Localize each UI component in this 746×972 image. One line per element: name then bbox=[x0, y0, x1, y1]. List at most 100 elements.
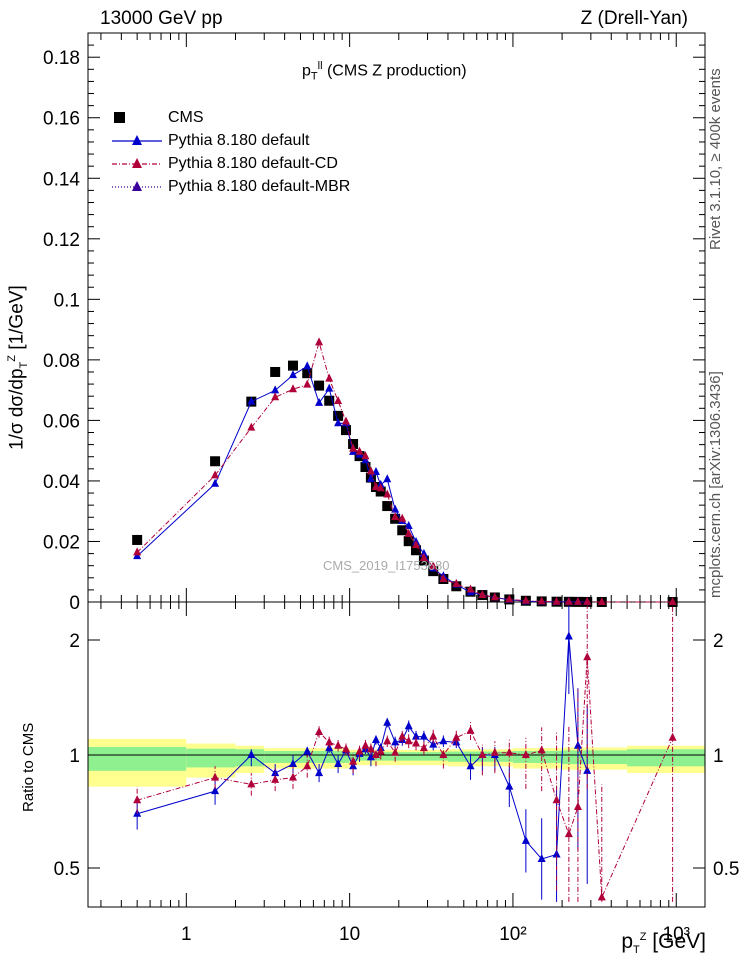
energy-label: 13000 GeV pp bbox=[100, 8, 223, 29]
mc-point-ratio bbox=[366, 744, 375, 753]
mc-point-main bbox=[564, 596, 573, 605]
mc-point-ratio bbox=[391, 747, 400, 756]
mc-point-main bbox=[668, 596, 677, 605]
mc-point-ratio bbox=[315, 727, 324, 735]
ratio-y-tick-label: 0.5 bbox=[54, 859, 80, 880]
mc-point-ratio bbox=[361, 740, 370, 749]
mc-point-main bbox=[303, 361, 312, 370]
mc-point-ratio bbox=[419, 743, 428, 752]
analysis-watermark: CMS_2019_I1753680 bbox=[323, 558, 450, 573]
cms-data-point bbox=[287, 360, 298, 371]
mc-point-ratio bbox=[429, 731, 438, 740]
cms-data-point bbox=[210, 456, 221, 467]
mc-point-main bbox=[366, 473, 375, 482]
cms-data-point bbox=[314, 380, 325, 391]
ratio-y-tick-label-right: 0.5 bbox=[713, 859, 739, 880]
x-axis-label: pTZ [GeV] bbox=[621, 930, 706, 957]
legend-symbol-default bbox=[112, 129, 162, 152]
mc-point-ratio bbox=[429, 739, 438, 748]
mc-point-main bbox=[271, 392, 280, 401]
uncertainty-band-inner bbox=[627, 749, 705, 767]
mc-point-main bbox=[404, 520, 413, 529]
mc-point-main bbox=[341, 416, 350, 425]
mc-point-main bbox=[288, 370, 297, 379]
mc-point-main bbox=[439, 573, 448, 582]
mc-point-main bbox=[315, 397, 324, 406]
mc-point-ratio bbox=[597, 892, 606, 901]
legend-symbol-default-cd bbox=[112, 152, 162, 175]
mc-point-ratio bbox=[564, 631, 573, 640]
mc-point-main bbox=[334, 418, 343, 427]
uncertainty-band-inner bbox=[88, 746, 187, 771]
mc-point-ratio bbox=[315, 768, 324, 777]
mc-point-main bbox=[478, 590, 487, 599]
mc-point-main bbox=[404, 528, 413, 537]
y-tick-label: 0.12 bbox=[43, 230, 80, 251]
cms-data-point bbox=[411, 545, 422, 556]
mc-point-main bbox=[412, 540, 421, 549]
cms-data-point bbox=[333, 410, 344, 421]
mcplots-label: mcplots.cern.ch [arXiv:1306.3436] bbox=[707, 371, 724, 598]
cms-data-point bbox=[340, 425, 351, 436]
y-tick-label: 0.16 bbox=[43, 109, 80, 130]
mc-point-ratio bbox=[573, 801, 582, 810]
mc-point-main bbox=[419, 553, 428, 562]
mc-point-main bbox=[247, 422, 256, 431]
mc-point-ratio bbox=[211, 772, 220, 781]
mc-point-ratio bbox=[303, 746, 312, 755]
mc-point-main bbox=[429, 561, 438, 570]
cms-data-point bbox=[382, 501, 393, 512]
mc-point-ratio bbox=[271, 768, 280, 777]
mc-point-main bbox=[247, 396, 256, 405]
mc-point-ratio bbox=[334, 759, 343, 768]
mc-point-main bbox=[349, 443, 358, 452]
uncertainty-band-inner bbox=[562, 750, 628, 765]
mc-point-main bbox=[334, 395, 343, 404]
mc-point-main bbox=[466, 584, 475, 593]
mc-point-ratio bbox=[288, 772, 297, 781]
mc-point-main bbox=[211, 470, 220, 479]
y-tick-label: 0.06 bbox=[43, 411, 80, 432]
mc-point-ratio bbox=[371, 735, 380, 744]
cms-data-point bbox=[302, 368, 313, 379]
mc-point-ratio bbox=[439, 750, 448, 758]
legend-symbol-default-mbr bbox=[112, 175, 162, 198]
mc-point-ratio bbox=[505, 747, 514, 756]
mc-point-ratio bbox=[478, 750, 487, 758]
legend-entry-default-cd: Pythia 8.180 default-CD bbox=[112, 152, 350, 175]
x-tick-label: 10 bbox=[339, 924, 360, 945]
legend-entry-default: Pythia 8.180 default bbox=[112, 129, 350, 152]
mc-point-ratio bbox=[355, 746, 364, 755]
ratio-y-tick-label: 1 bbox=[69, 746, 80, 767]
mc-point-ratio bbox=[349, 756, 358, 765]
mc-point-main bbox=[505, 594, 514, 603]
ratio-y-tick-label-right: 2 bbox=[713, 631, 724, 652]
legend-entry-cms: CMS bbox=[112, 106, 350, 129]
y-tick-label: 0.04 bbox=[43, 472, 80, 493]
uncertainty-band-inner bbox=[349, 752, 448, 761]
uncertainty-band-inner bbox=[186, 748, 236, 768]
mc-point-ratio bbox=[325, 737, 334, 746]
x-tick-label: 10³ bbox=[663, 924, 690, 945]
mc-point-main bbox=[383, 474, 392, 483]
mc-point-ratio bbox=[505, 781, 514, 790]
mc-point-ratio bbox=[412, 731, 421, 740]
mc-point-main bbox=[583, 596, 592, 605]
mc-point-ratio bbox=[133, 795, 142, 804]
cms-data-point bbox=[375, 486, 386, 497]
mc-point-main bbox=[355, 446, 364, 455]
mc-point-ratio bbox=[247, 779, 256, 788]
mc-point-ratio bbox=[271, 774, 280, 783]
mc-point-main bbox=[490, 592, 499, 601]
legend-label-default-mbr: Pythia 8.180 default-MBR bbox=[168, 178, 351, 195]
mc-point-ratio bbox=[366, 752, 375, 761]
mc-point-main bbox=[361, 455, 370, 464]
mc-point-ratio bbox=[303, 761, 312, 770]
cms-data-point bbox=[324, 395, 335, 406]
rivet-version-label: Rivet 3.1.10, ≥ 400k events bbox=[707, 68, 724, 250]
mc-point-main bbox=[383, 489, 392, 498]
mc-point-main bbox=[597, 596, 606, 605]
ratio-y-tick-label: 2 bbox=[69, 631, 80, 652]
y-tick-label: 0.02 bbox=[43, 532, 80, 553]
